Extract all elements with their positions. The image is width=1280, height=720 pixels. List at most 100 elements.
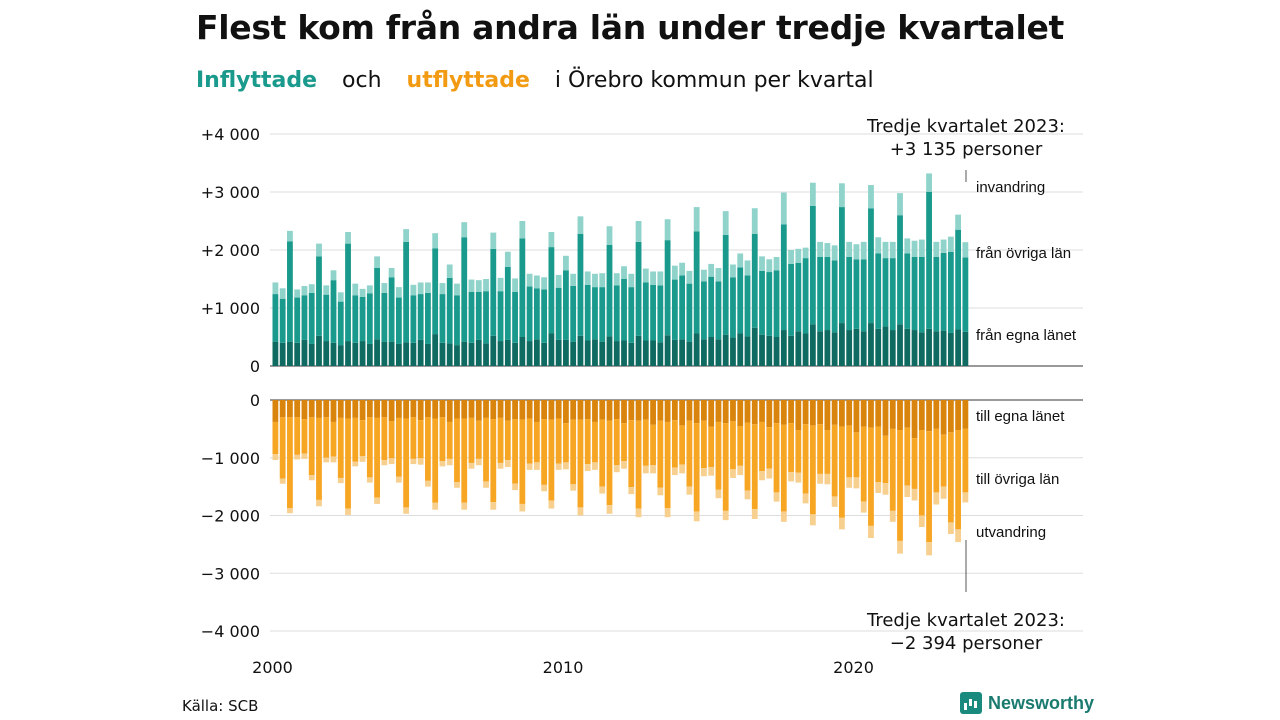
- bar-out-2: [570, 484, 577, 491]
- bar-in-1: [693, 231, 700, 334]
- bar-out-2: [788, 472, 794, 482]
- bar-out-2: [701, 468, 707, 477]
- bar-out-2: [337, 477, 344, 484]
- bar-out-1: [868, 427, 874, 526]
- bar-in-2: [868, 185, 874, 209]
- bar-in-0: [287, 341, 293, 366]
- bar-out-0: [606, 400, 613, 421]
- bar-out-2: [490, 502, 497, 510]
- y-tick-bottom: −2 000: [201, 507, 260, 526]
- bar-in-2: [468, 279, 475, 292]
- bar-out-0: [316, 400, 322, 418]
- bar-in-1: [446, 277, 453, 344]
- bar-in-2: [744, 260, 751, 276]
- bar-in-2: [839, 183, 845, 208]
- bar-in-0: [693, 333, 700, 366]
- bar-out-2: [584, 464, 591, 472]
- bar-in-2: [628, 273, 635, 288]
- bar-in-0: [301, 339, 308, 366]
- bar-out-2: [722, 510, 729, 521]
- bar-out-1: [686, 420, 693, 487]
- bar-in-1: [599, 287, 606, 342]
- bar-in-0: [650, 340, 656, 366]
- bottom-annotation-line2: −2 394 personer: [890, 633, 1043, 654]
- bar-out-1: [345, 418, 351, 509]
- bar-out-0: [497, 400, 504, 418]
- bar-out-0: [650, 400, 656, 425]
- bar-in-0: [897, 324, 903, 366]
- bar-in-2: [940, 239, 947, 253]
- bar-in-0: [947, 332, 954, 366]
- bar-in-1: [613, 285, 620, 342]
- bar-out-1: [395, 417, 402, 477]
- bar-out-1: [490, 419, 497, 503]
- bar-out-1: [780, 424, 787, 512]
- bar-in-2: [664, 219, 671, 241]
- bar-in-0: [403, 342, 410, 366]
- bar-in-2: [679, 262, 686, 276]
- bar-in-1: [955, 229, 962, 330]
- bar-out-2: [548, 500, 555, 509]
- bar-in-2: [381, 283, 388, 293]
- tick-labels: +4 000 +3 000 +2 000 +1 000 0 0 −1 000 −2 000 −3…: [201, 125, 874, 677]
- bar-in-1: [860, 259, 867, 332]
- bar-in-1: [831, 260, 838, 333]
- bar-in-1: [809, 205, 816, 325]
- y-tick-bottom: −1 000: [201, 449, 260, 468]
- source-note: Källa: SCB: [182, 697, 259, 715]
- bar-out-2: [940, 486, 947, 499]
- bar-in-0: [911, 330, 918, 366]
- bar-in-2: [294, 289, 301, 298]
- bar-out-1: [955, 430, 962, 530]
- bar-in-2: [592, 273, 598, 288]
- bar-out-2: [497, 462, 504, 469]
- bar-out-0: [570, 400, 577, 420]
- bar-in-0: [512, 342, 518, 366]
- bar-out-0: [664, 400, 671, 422]
- bar-in-1: [722, 234, 729, 335]
- bar-out-0: [287, 400, 293, 418]
- bar-out-1: [381, 417, 388, 461]
- bar-out-1: [701, 420, 707, 469]
- subtitle-in: Inflyttade: [196, 68, 318, 93]
- bar-out-1: [671, 420, 678, 468]
- bar-out-2: [432, 502, 439, 510]
- bar-out-0: [657, 400, 664, 421]
- bar-in-0: [962, 331, 969, 366]
- bar-in-0: [395, 343, 402, 366]
- bar-in-1: [570, 285, 577, 342]
- bar-out-2: [526, 463, 533, 470]
- bar-in-0: [366, 343, 373, 366]
- bar-out-2: [853, 477, 860, 489]
- bar-in-2: [701, 269, 707, 282]
- bar-out-1: [352, 417, 359, 462]
- bar-in-2: [490, 232, 497, 249]
- bar-in-1: [839, 207, 845, 324]
- bar-in-0: [715, 339, 722, 366]
- newsworthy-logo[interactable]: Newsworthy: [960, 692, 1094, 714]
- bar-in-2: [962, 242, 969, 258]
- bar-out-0: [504, 400, 511, 421]
- bar-out-0: [468, 400, 475, 418]
- bar-in-0: [425, 343, 431, 366]
- bar-out-0: [853, 400, 860, 433]
- bar-out-2: [395, 476, 402, 483]
- bar-out-1: [323, 417, 330, 458]
- bar-out-0: [359, 400, 366, 421]
- bar-out-0: [592, 400, 598, 422]
- bar-out-1: [570, 419, 577, 485]
- bar-in-2: [272, 282, 279, 295]
- bar-in-1: [374, 267, 380, 340]
- bar-out-0: [621, 400, 627, 424]
- bar-out-2: [795, 472, 802, 483]
- bar-in-0: [657, 342, 664, 366]
- bar-in-2: [897, 193, 903, 216]
- bar-out-2: [933, 492, 940, 505]
- bar-out-2: [316, 499, 322, 507]
- bar-out-2: [897, 540, 903, 554]
- bar-out-2: [272, 454, 279, 461]
- bar-in-0: [483, 343, 489, 366]
- bar-in-1: [381, 292, 388, 342]
- bar-in-1: [730, 277, 736, 338]
